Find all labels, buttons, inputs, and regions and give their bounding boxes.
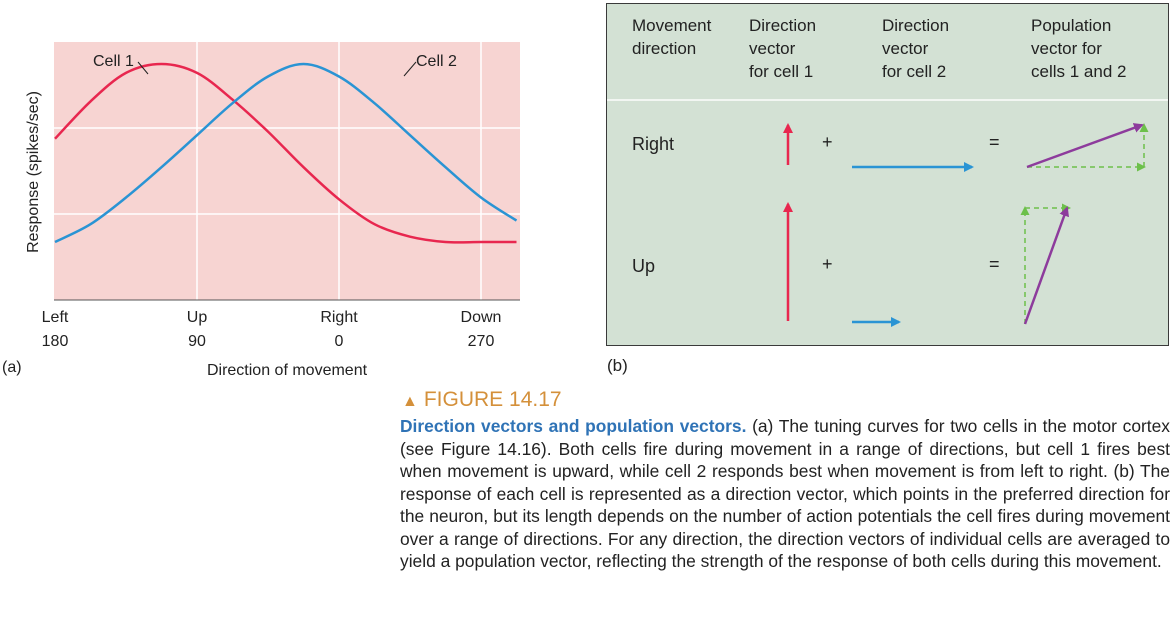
up-population-vector [1023, 206, 1069, 325]
x-tick-name-down: Down [461, 309, 502, 326]
x-tick-deg-left: 180 [42, 333, 69, 350]
row-label-up: Up [632, 256, 656, 276]
header-line: cells 1 and 2 [1031, 62, 1127, 81]
header-line: for cell 2 [882, 62, 947, 81]
grid-lines [54, 42, 520, 300]
right-equals-sign: = [989, 132, 1000, 152]
figure-label: ▲ FIGURE 14.17 [402, 388, 562, 412]
x-tick-name-left: Left [42, 309, 69, 326]
direction-vector-panel: Movement direction Direction vector for … [606, 3, 1169, 346]
header-line: vector [882, 39, 929, 58]
x-axis-label: Direction of movement [207, 362, 368, 379]
header-movement-direction: Movement direction [632, 14, 711, 60]
caption-part-a: (a) The tuning curves for two cells in t… [400, 416, 1170, 481]
cell2-leader [403, 61, 417, 77]
header-line: vector [749, 39, 796, 58]
cell2-curve [54, 62, 518, 244]
header-line: Movement [632, 16, 712, 35]
cell1-curve [54, 62, 517, 244]
caption-title: Direction vectors and population vectors… [400, 416, 747, 436]
header-population-vector: Population vector for cells 1 and 2 [1031, 14, 1126, 83]
caption-part-b: (b) The response of each cell is represe… [400, 461, 1170, 571]
header-cell2-vector: Direction vector for cell 2 [882, 14, 949, 83]
x-tick-deg-right: 0 [335, 333, 344, 350]
panel-b-label: (b) [607, 356, 628, 375]
plot-background [54, 42, 520, 300]
header-line: Direction [882, 16, 950, 35]
header-line: for cell 1 [749, 62, 814, 81]
header-line: Population [1031, 16, 1112, 35]
up-equals-sign: = [989, 254, 1000, 274]
y-axis-label: Response (spikes/sec) [25, 91, 42, 253]
header-line: Direction [749, 16, 817, 35]
cell1-leader [137, 61, 149, 75]
row-label-right: Right [632, 134, 675, 154]
triangle-icon: ▲ [402, 393, 418, 410]
x-tick-name-up: Up [187, 309, 208, 326]
header-line: direction [632, 39, 697, 58]
vector-diagram [607, 99, 1168, 327]
figure-number: FIGURE 14.17 [423, 388, 562, 411]
x-tick-labels: Left 180 Up 90 Right 0 Down 270 [42, 309, 502, 350]
figure-caption: Direction vectors and population vectors… [400, 415, 1170, 573]
header-line: vector for [1031, 39, 1102, 58]
cell1-annotation: Cell 1 [93, 53, 134, 70]
cell2-annotation: Cell 2 [416, 53, 457, 70]
x-tick-deg-up: 90 [188, 333, 206, 350]
tuning-curve-chart: Cell 1 Cell 2 Response (spikes/sec) Left… [2, 42, 520, 379]
panel-a-label: (a) [2, 359, 22, 376]
right-population-vector [1026, 123, 1144, 169]
header-cell1-vector: Direction vector for cell 1 [749, 14, 816, 83]
right-plus-sign: + [822, 132, 833, 152]
up-plus-sign: + [822, 254, 833, 274]
x-tick-name-right: Right [320, 309, 358, 326]
x-tick-deg-down: 270 [468, 333, 495, 350]
